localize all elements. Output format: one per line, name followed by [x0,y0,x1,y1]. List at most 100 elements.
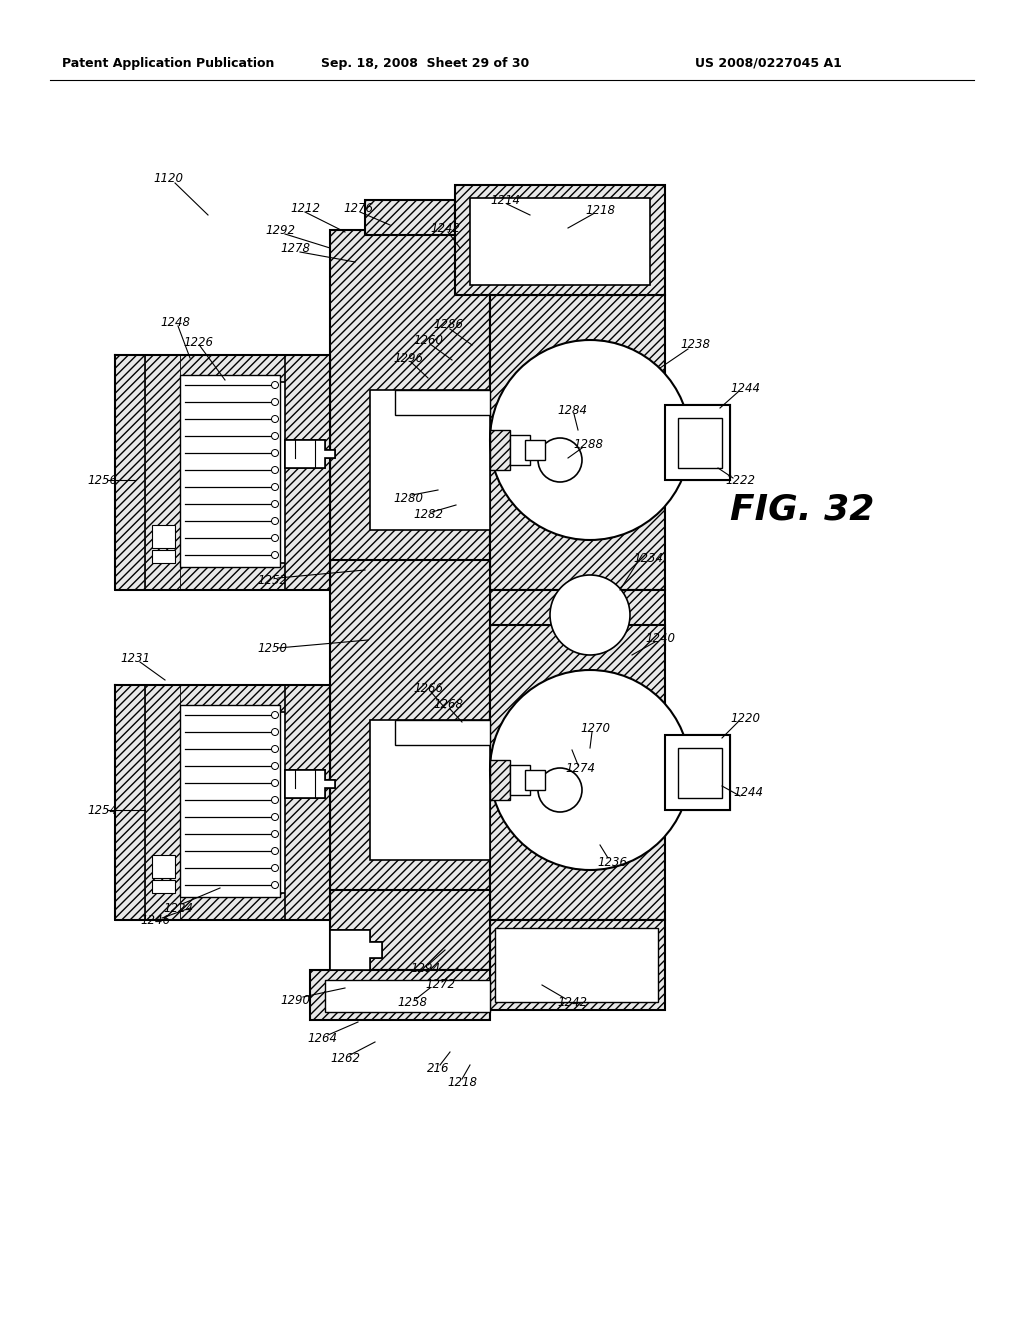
Text: 1214: 1214 [490,194,520,206]
Circle shape [271,729,279,735]
Text: 1260: 1260 [413,334,443,346]
Polygon shape [678,748,722,799]
Polygon shape [115,894,330,920]
Text: 1222: 1222 [725,474,755,487]
Text: 1288: 1288 [573,438,603,451]
Circle shape [271,450,279,457]
Text: 1280: 1280 [393,491,423,504]
Circle shape [271,500,279,507]
Polygon shape [330,230,490,590]
Text: 1252: 1252 [257,573,287,586]
Polygon shape [330,931,382,970]
Text: 1270: 1270 [580,722,610,734]
Polygon shape [490,920,665,1010]
Text: 1248: 1248 [160,315,190,329]
Text: 1120: 1120 [153,172,183,185]
Polygon shape [665,735,730,810]
Polygon shape [285,685,330,920]
Circle shape [550,576,630,655]
Text: Sep. 18, 2008  Sheet 29 of 30: Sep. 18, 2008 Sheet 29 of 30 [321,57,529,70]
Polygon shape [115,355,145,590]
Text: 1286: 1286 [433,318,463,331]
Text: Patent Application Publication: Patent Application Publication [62,57,274,70]
Polygon shape [152,550,175,564]
Polygon shape [115,564,330,590]
Circle shape [490,341,690,540]
Polygon shape [510,436,530,465]
Text: 1284: 1284 [557,404,587,417]
Text: 216: 216 [427,1061,450,1074]
Text: 1226: 1226 [183,335,213,348]
Text: 1218: 1218 [585,203,615,216]
Polygon shape [145,685,180,920]
Text: 1272: 1272 [425,978,455,991]
Text: 1256: 1256 [87,474,117,487]
Circle shape [271,865,279,871]
Circle shape [271,711,279,718]
Text: 1218: 1218 [447,1076,477,1089]
Polygon shape [490,294,665,590]
Text: 1266: 1266 [413,681,443,694]
Polygon shape [395,719,490,744]
Polygon shape [180,705,280,898]
Polygon shape [330,890,490,970]
Text: 1244: 1244 [733,787,763,800]
Polygon shape [665,405,730,480]
Circle shape [271,416,279,422]
Text: 1296: 1296 [393,351,423,364]
Polygon shape [490,590,665,649]
Polygon shape [152,855,175,878]
Circle shape [271,780,279,787]
Polygon shape [145,355,180,590]
Circle shape [271,847,279,854]
Polygon shape [285,440,335,469]
Text: 1236: 1236 [597,855,627,869]
Text: 1246: 1246 [140,913,170,927]
Text: 1264: 1264 [307,1031,337,1044]
Polygon shape [490,624,665,920]
Polygon shape [115,685,330,711]
Polygon shape [285,355,330,590]
Polygon shape [370,389,490,531]
Circle shape [271,746,279,752]
Polygon shape [665,405,730,480]
Circle shape [538,768,582,812]
Polygon shape [285,770,335,799]
Text: 1276: 1276 [343,202,373,214]
Text: 1242: 1242 [430,222,460,235]
Text: 1224: 1224 [163,902,193,915]
Text: FIG. 32: FIG. 32 [730,492,874,527]
Polygon shape [285,440,335,469]
Text: 1294: 1294 [410,961,440,974]
Polygon shape [330,931,382,970]
Polygon shape [115,685,145,920]
Circle shape [271,830,279,837]
Text: 1274: 1274 [565,762,595,775]
Text: US 2008/0227045 A1: US 2008/0227045 A1 [695,57,842,70]
Text: 1258: 1258 [397,995,427,1008]
Polygon shape [665,735,730,810]
Circle shape [271,517,279,524]
Circle shape [271,466,279,474]
Text: 1278: 1278 [280,242,310,255]
Text: 1290: 1290 [280,994,310,1006]
Text: 1240: 1240 [645,631,675,644]
Polygon shape [152,525,175,548]
Text: 1254: 1254 [87,804,117,817]
Text: 1242: 1242 [557,995,587,1008]
Text: 1231: 1231 [120,652,150,664]
Text: 1238: 1238 [680,338,710,351]
Circle shape [271,381,279,388]
Text: 1234: 1234 [633,552,663,565]
Polygon shape [285,770,335,799]
Text: 1282: 1282 [413,508,443,521]
Polygon shape [310,970,490,1020]
Polygon shape [330,560,490,920]
Circle shape [271,535,279,541]
Polygon shape [152,880,175,894]
Polygon shape [495,928,658,1002]
Polygon shape [395,389,490,414]
Text: 1244: 1244 [730,381,760,395]
Circle shape [538,438,582,482]
Circle shape [271,433,279,440]
